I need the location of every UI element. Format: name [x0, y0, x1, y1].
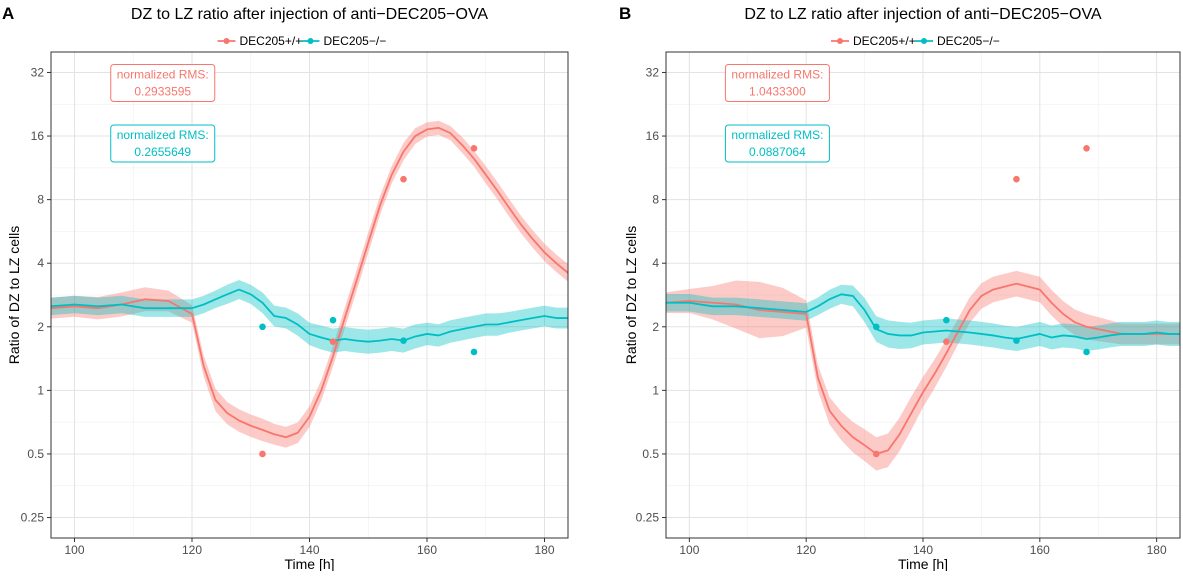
y-tick-label: 4	[37, 256, 44, 270]
ribbon-dec205-ko	[666, 284, 1180, 352]
data-point-dec205-wt	[943, 338, 950, 345]
legend: DEC205+/+ DEC205−/−	[217, 34, 387, 48]
x-tick-label: 140	[913, 543, 933, 557]
data-point-dec205-ko	[259, 323, 266, 331]
x-tick-label: 160	[1030, 543, 1050, 557]
data-point-dec205-wt	[1083, 144, 1090, 152]
x-tick-label: 100	[64, 543, 84, 557]
annotation-box	[110, 63, 216, 102]
rms-annotation: normalized RMS: 0.0887064	[724, 124, 830, 163]
annotation-label: normalized RMS:	[731, 128, 823, 142]
x-tick-label: 180	[1147, 543, 1167, 557]
rms-annotation: normalized RMS: 0.2933595	[110, 63, 216, 102]
annotation-label: normalized RMS:	[731, 67, 823, 81]
x-tick-label: 160	[417, 543, 437, 557]
x-tick-label: 100	[679, 543, 699, 557]
data-point-dec205-ko	[470, 348, 478, 356]
series-line-dec205-ko	[666, 293, 1180, 340]
x-tick-label: 140	[299, 543, 319, 557]
data-point-dec205-ko	[943, 316, 950, 324]
y-tick-label: 1	[37, 383, 44, 397]
y-tick-label: 8	[652, 193, 659, 207]
data-point-dec205-ko	[400, 337, 407, 344]
y-tick-label: 2	[37, 320, 44, 334]
data-point-dec205-ko	[1083, 348, 1090, 356]
legend-label: DEC205+/+	[853, 34, 916, 48]
legend-label: DEC205+/+	[240, 34, 303, 48]
series-line-dec205-ko	[50, 288, 568, 343]
series-line-dec205-wt	[50, 126, 569, 439]
annotation-label: normalized RMS:	[117, 128, 209, 142]
y-tick-label: 2	[652, 320, 659, 334]
legend-key-point	[837, 38, 843, 44]
y-tick-label: 1	[652, 383, 659, 397]
data-point-dec205-ko	[1013, 337, 1020, 344]
legend-key-point	[223, 38, 230, 44]
data-point-dec205-ko	[329, 316, 337, 324]
y-tick-label: 0.5	[642, 447, 659, 461]
annotation-value: 0.0887064	[749, 145, 806, 159]
annotation-box	[110, 124, 216, 163]
legend-key-point	[921, 38, 927, 44]
chart-panel-a: normalized RMS: 0.2933595 normalized RMS: 0…	[2, 4, 569, 572]
ribbon-dec205-wt	[666, 270, 1180, 471]
rms-annotation: normalized RMS: 1.0433300	[724, 63, 830, 102]
annotation-box	[724, 63, 830, 102]
y-tick-label: 0.25	[21, 511, 45, 525]
chart-title: DZ to LZ ratio after injection of anti−D…	[744, 6, 1102, 23]
y-tick-label: 0.25	[636, 511, 660, 525]
x-tick-label: 120	[182, 543, 202, 557]
legend-key-point	[307, 38, 314, 44]
panel-label: A	[2, 4, 14, 23]
annotation-value: 0.2933595	[134, 84, 191, 98]
y-tick-label: 16	[31, 129, 45, 143]
annotation-value: 0.2655649	[134, 145, 191, 159]
y-axis-title: Ratio of DZ to LZ cells	[6, 226, 22, 365]
x-axis-title: Time [h]	[898, 556, 948, 571]
data-point-dec205-wt	[400, 175, 407, 183]
y-tick-label: 0.5	[27, 447, 44, 461]
panel-label: B	[619, 4, 631, 23]
y-axis-title: Ratio of DZ to LZ cells	[623, 226, 639, 365]
x-axis-title: Time [h]	[284, 556, 334, 571]
data-point-dec205-wt	[329, 338, 337, 345]
y-tick-label: 32	[31, 65, 45, 79]
chart-title: DZ to LZ ratio after injection of anti−D…	[131, 6, 489, 23]
y-tick-label: 32	[646, 65, 660, 79]
data-point-dec205-ko	[872, 323, 880, 331]
legend-label: DEC205−/−	[324, 34, 387, 48]
y-tick-label: 4	[652, 256, 659, 270]
y-tick-label: 16	[646, 129, 660, 143]
chart-panel-b: normalized RMS: 1.0433300 normalized RMS: 0…	[619, 4, 1181, 572]
data-point-dec205-wt	[1013, 175, 1020, 183]
annotation-value: 1.0433300	[749, 84, 806, 98]
legend: DEC205+/+ DEC205−/−	[831, 34, 1000, 48]
x-tick-label: 180	[534, 543, 554, 557]
annotation-label: normalized RMS:	[117, 67, 209, 81]
x-tick-label: 120	[796, 543, 816, 557]
data-point-dec205-wt	[470, 144, 478, 152]
annotation-box	[724, 124, 830, 163]
legend-label: DEC205−/−	[937, 34, 1000, 48]
y-tick-label: 8	[37, 193, 44, 207]
data-point-dec205-wt	[259, 450, 266, 458]
rms-annotation: normalized RMS: 0.2655649	[110, 124, 216, 163]
data-point-dec205-wt	[872, 450, 880, 458]
